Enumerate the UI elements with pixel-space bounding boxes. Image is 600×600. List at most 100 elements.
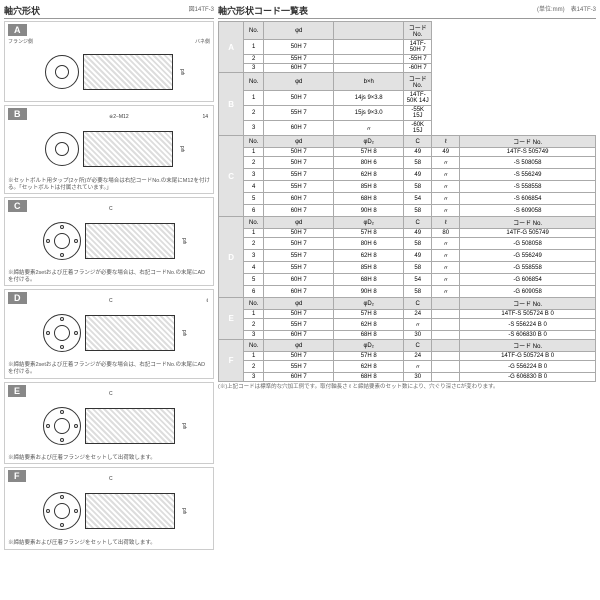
table-row: 660H 790H 858〃-S 609058 <box>219 205 596 217</box>
table-row: 150H 757H 8494914TF-S 505749 <box>219 148 596 157</box>
cell: 58 <box>404 205 432 217</box>
phi-d-label: φd <box>182 238 188 244</box>
cell: 50H 7 <box>264 148 334 157</box>
dim-label: 14 <box>202 114 208 120</box>
shape-section-C: C C φd ※締結要素2setおよび圧着フランジが必要な場合は、右記コードNo… <box>4 197 214 286</box>
cell: 30 <box>404 331 432 340</box>
table-row: 355H 762H 849〃-S 556249 <box>219 169 596 181</box>
flange-view-icon <box>43 492 81 530</box>
col-header: C <box>404 340 432 352</box>
dim-label: ℓ <box>206 298 208 304</box>
cell: -G 606830 B 0 <box>460 373 596 382</box>
phi-d-label: φd <box>182 330 188 336</box>
cell: 50H 7 <box>264 352 334 361</box>
table-row: 150H 714js 9×3.814TF-50K 14J <box>219 91 596 106</box>
section-note: ※締結要素2setおよび圧着フランジが必要な場合は、右記コードNo.の末尾にAD… <box>8 362 210 375</box>
col-header <box>432 340 460 352</box>
cell: 3 <box>244 373 264 382</box>
table-row: 455H 785H 858〃-G 558558 <box>219 262 596 274</box>
cell: -55K 15J <box>404 106 432 121</box>
col-header: C <box>404 136 432 148</box>
table-row: 660H 790H 858〃-G 609058 <box>219 286 596 298</box>
cell: 80 <box>432 229 460 238</box>
cell: 5 <box>244 193 264 205</box>
cell: -S 556224 B 0 <box>460 319 596 331</box>
cell: 14TF-S 505749 <box>460 148 596 157</box>
cell: 68H 8 <box>334 331 404 340</box>
cell: 3 <box>244 250 264 262</box>
cell: 4 <box>244 262 264 274</box>
side-view-icon: φd <box>85 315 175 351</box>
cell: 58 <box>404 262 432 274</box>
cell: 〃 <box>432 169 460 181</box>
cell: 55H 7 <box>264 181 334 193</box>
cell: 60H 7 <box>264 331 334 340</box>
group-tag: D <box>219 217 244 298</box>
section-note: ※締結要素および圧着フランジをセットして出荷致します。 <box>8 455 210 462</box>
cell: 62H 8 <box>334 250 404 262</box>
cell: 68H 8 <box>334 274 404 286</box>
col-header: コード No. <box>404 73 432 91</box>
cell: 30 <box>404 373 432 382</box>
col-header: No. <box>244 136 264 148</box>
table-footnote: (※)上記コードは標準的な穴加工例です。取付軸長さ ℓ と締結要素のセット数によ… <box>218 384 596 391</box>
flange-label: フランジ側 <box>8 38 33 45</box>
cell: 6 <box>244 205 264 217</box>
cell: 55H 7 <box>264 55 334 64</box>
cell: 54 <box>404 274 432 286</box>
group-tag: E <box>219 298 244 340</box>
cell: 〃 <box>432 181 460 193</box>
cell: 85H 8 <box>334 181 404 193</box>
cell: 〃 <box>432 286 460 298</box>
cell: 14TF-G 505724 B 0 <box>460 352 596 361</box>
cell: -G 508058 <box>460 238 596 250</box>
cell: 14TF-S 505724 B 0 <box>460 310 596 319</box>
cell: 1 <box>244 229 264 238</box>
side-view-icon: φd <box>83 54 173 90</box>
col-header: ℓ <box>432 217 460 229</box>
col-header: ℓ <box>432 136 460 148</box>
cell: -60H 7 <box>404 64 432 73</box>
col-header: No. <box>244 73 264 91</box>
diagram: φd <box>8 45 210 99</box>
cell: 49 <box>404 169 432 181</box>
cell: 5 <box>244 274 264 286</box>
table-row: 255H 762H 8〃-S 556224 B 0 <box>219 319 596 331</box>
table-row: 150H 714TF-50H 7 <box>219 40 596 55</box>
section-tag: D <box>8 292 27 304</box>
cell: 49 <box>404 250 432 262</box>
section-note: ※締結要素および圧着フランジをセットして出荷致します。 <box>8 540 210 547</box>
col-header: C <box>404 217 432 229</box>
cell: 〃 <box>432 157 460 169</box>
col-header: φD₂ <box>334 298 404 310</box>
cell: 50H 7 <box>264 229 334 238</box>
cell: 〃 <box>432 262 460 274</box>
cell <box>432 331 460 340</box>
cell: 62H 8 <box>334 361 404 373</box>
section-tag: A <box>8 24 27 36</box>
col-header: φd <box>264 340 334 352</box>
group-tag: B <box>219 73 244 136</box>
table-row: 250H 780H 658〃-S 508058 <box>219 157 596 169</box>
col-header: φd <box>264 217 334 229</box>
cell: 60H 7 <box>264 373 334 382</box>
cell <box>432 373 460 382</box>
cell: 49 <box>432 148 460 157</box>
cell <box>334 55 404 64</box>
cell: -G 609058 <box>460 286 596 298</box>
diagram: C φd <box>8 484 210 538</box>
cell: 50H 7 <box>264 157 334 169</box>
cell <box>432 361 460 373</box>
col-header: φD₂ <box>334 340 404 352</box>
cell: 3 <box>244 64 264 73</box>
cell: -S 606830 B 0 <box>460 331 596 340</box>
group-tag: C <box>219 136 244 217</box>
cell: 60H 7 <box>264 121 334 136</box>
shape-section-F: F C φd ※締結要素および圧着フランジをセットして出荷致します。 <box>4 467 214 550</box>
col-header: φd <box>264 73 334 91</box>
cell: -G 558558 <box>460 262 596 274</box>
cell: 68H 8 <box>334 193 404 205</box>
phi-d-label: φd <box>182 423 188 429</box>
side-view-icon: φd <box>85 223 175 259</box>
table-row: 360H 768H 830-G 606830 B 0 <box>219 373 596 382</box>
